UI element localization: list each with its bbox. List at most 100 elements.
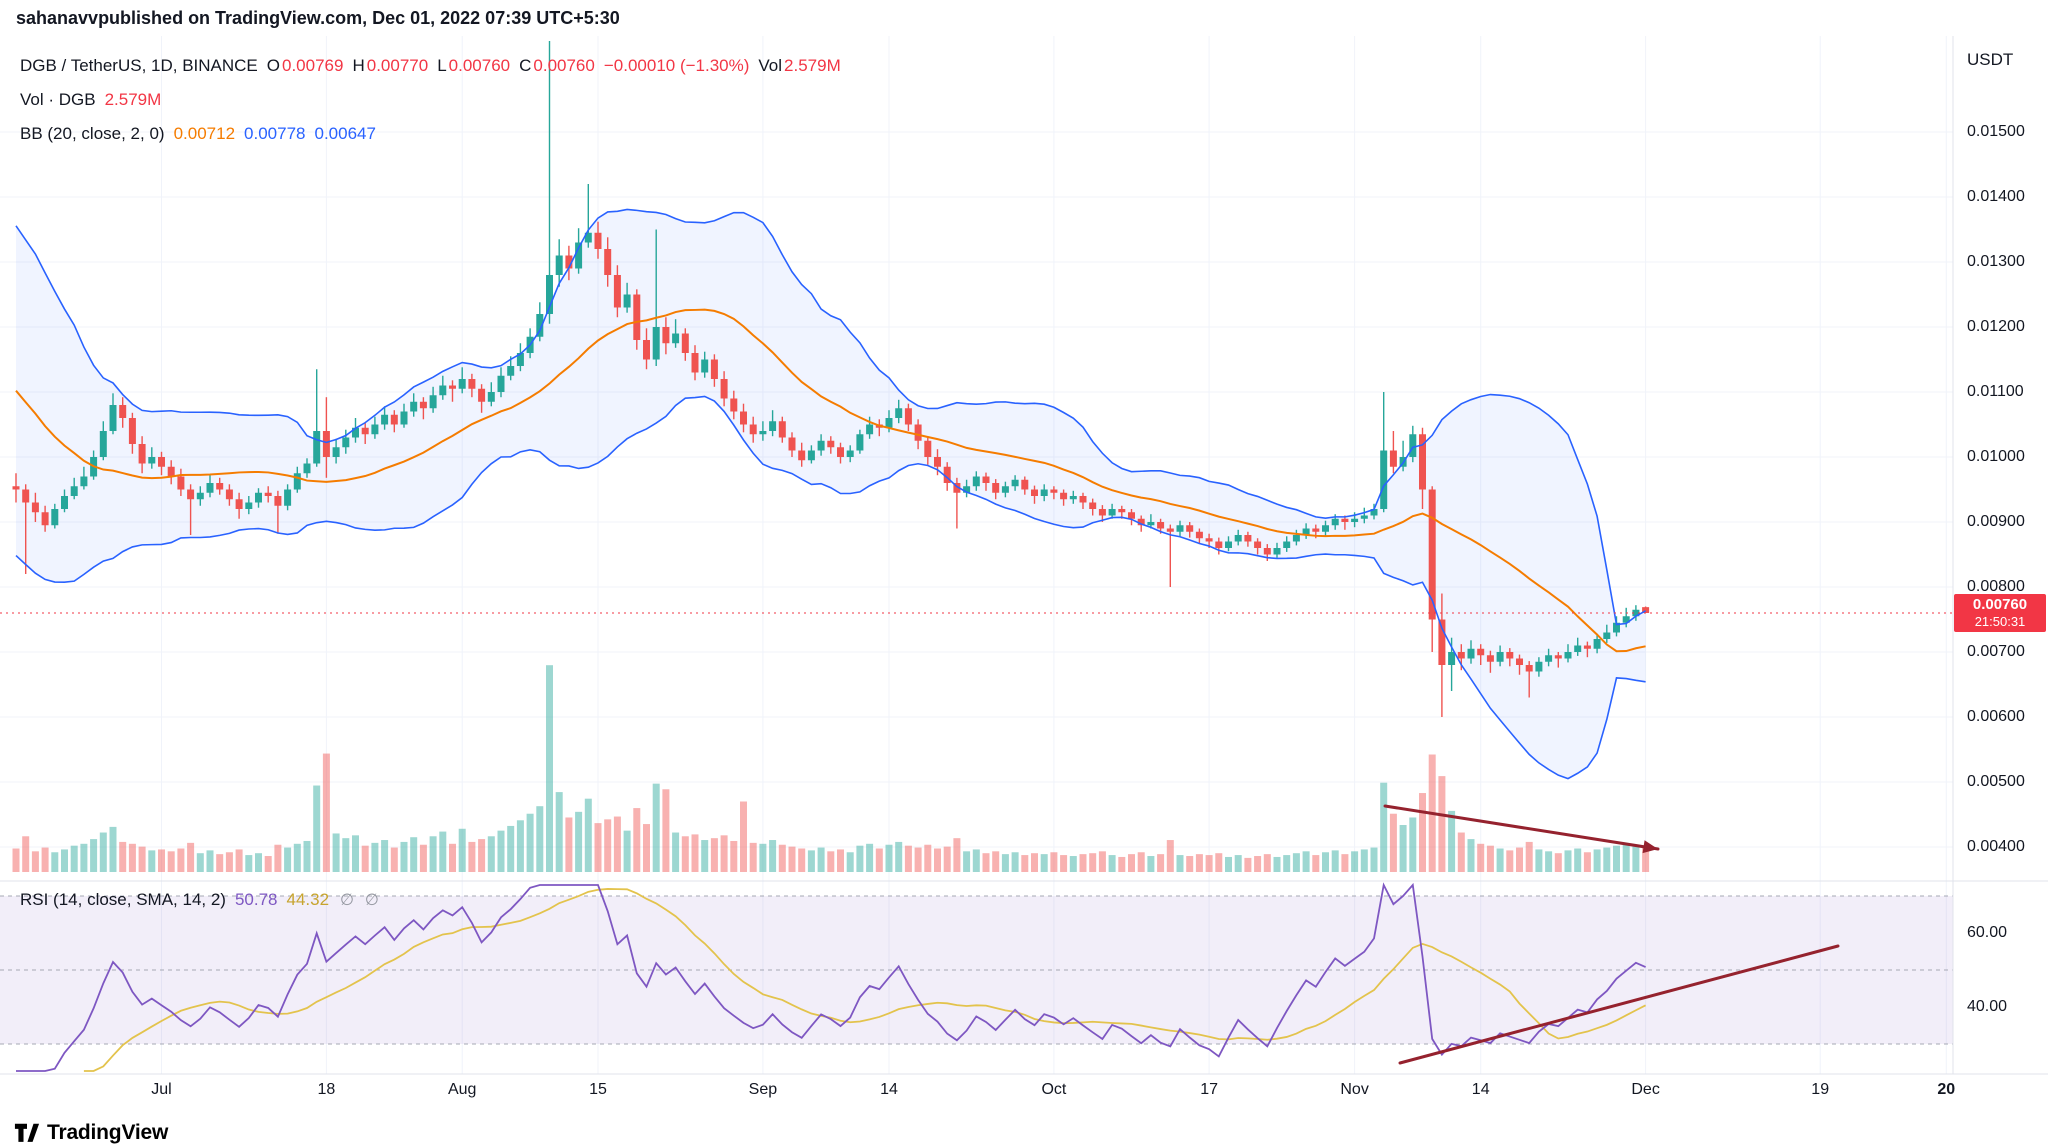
candle-body xyxy=(1409,434,1417,457)
volume-bar xyxy=(1438,776,1446,872)
candle-body xyxy=(361,427,369,435)
volume-bar xyxy=(1632,846,1640,872)
candle-body xyxy=(284,489,292,506)
volume-bar xyxy=(710,838,718,872)
volume-bar xyxy=(41,847,49,872)
volume-bar xyxy=(429,836,437,872)
candle-body xyxy=(1419,434,1426,490)
volume-bar xyxy=(1128,854,1135,872)
volume-bar xyxy=(1642,847,1650,872)
candle-body xyxy=(1632,609,1640,617)
volume-bar xyxy=(1263,854,1271,872)
tradingview-logo-icon xyxy=(14,1123,40,1142)
volume-bar xyxy=(177,848,185,872)
high-label: H xyxy=(352,56,365,75)
volume-bar xyxy=(788,846,796,872)
volume-bar xyxy=(322,753,330,872)
current-price-badge[interactable]: 0.00760 21:50:31 xyxy=(1954,594,2046,632)
hide-band-icon[interactable]: ∅ xyxy=(340,892,354,909)
volume-bar xyxy=(953,838,961,872)
volume-trend-arrow[interactable] xyxy=(1383,804,1660,851)
volume-bar xyxy=(934,848,941,872)
candle-body xyxy=(633,294,641,340)
candle-body xyxy=(177,476,185,490)
time-axis[interactable]: Jul 18 Aug 15 Sep 14 Oct 17 Nov 14 Dec 19 20 xyxy=(0,1074,1955,1112)
volume-legend-row[interactable]: Vol · DGB 2.579M xyxy=(20,90,161,110)
volume-bar xyxy=(1176,855,1184,872)
candle-body xyxy=(885,418,893,428)
rsi-line xyxy=(16,882,1646,1072)
candle-body xyxy=(1205,538,1213,542)
volume-bar xyxy=(1137,852,1145,872)
price-axis[interactable]: USDT 0.00760 21:50:31 0.01500 0.01400 0.01… xyxy=(1954,36,2048,1112)
candle-body xyxy=(1535,661,1543,672)
candle-body xyxy=(449,385,456,389)
candle-body xyxy=(1448,652,1456,665)
candle-body xyxy=(778,421,786,438)
candle-body xyxy=(546,275,553,314)
volume-bar xyxy=(1040,854,1048,872)
volume-bar xyxy=(1545,851,1553,872)
volume-bar xyxy=(1292,853,1300,872)
candle-body xyxy=(1351,518,1359,522)
rsi-sma-value: 44.32 xyxy=(286,890,330,909)
candle-body xyxy=(119,405,127,418)
ohlc-high: H 0.00770 xyxy=(352,56,428,76)
rsi-value: 50.78 xyxy=(234,890,278,909)
rsi-trendline[interactable] xyxy=(1398,944,1840,1065)
hide-band-icon[interactable]: ∅ xyxy=(365,892,379,909)
volume-bar xyxy=(1419,793,1426,872)
tradingview-footer-link[interactable]: TradingView xyxy=(14,1118,168,1148)
price-axis-label: 0.01300 xyxy=(1967,253,2025,270)
volume-bar xyxy=(1389,813,1397,872)
time-axis-label: 14 xyxy=(1471,1081,1490,1098)
candle-body xyxy=(245,502,253,509)
rsi-legend-row[interactable]: RSI (14, close, SMA, 14, 2) 50.78 44.32 … xyxy=(20,890,379,910)
volume-bar xyxy=(1477,843,1485,872)
volume-bar xyxy=(293,843,301,872)
candle-body xyxy=(1089,502,1097,509)
candle-body xyxy=(827,440,835,448)
volume-bar xyxy=(1147,856,1155,872)
candle-body xyxy=(1642,607,1650,613)
volume-bar xyxy=(982,853,990,872)
candle-body xyxy=(1011,479,1019,487)
candle-body xyxy=(1389,450,1397,467)
candle-body xyxy=(565,255,573,269)
price-axis-label: 0.01500 xyxy=(1967,123,2025,140)
bb-legend-row[interactable]: BB (20, close, 2, 0) 0.00712 0.00778 0.0… xyxy=(20,124,376,144)
volume-bar xyxy=(138,846,146,872)
volume-bar xyxy=(759,843,767,872)
volume-bar xyxy=(1060,855,1068,872)
candle-body xyxy=(643,340,650,360)
candle-body xyxy=(536,314,544,337)
volume-bar xyxy=(1118,856,1126,872)
candle-body xyxy=(1128,512,1135,519)
candle-body xyxy=(31,502,39,513)
symbol-legend-row[interactable]: DGB / TetherUS, 1D, BINANCE O 0.00769 H 0.… xyxy=(20,56,841,76)
candle-body xyxy=(837,447,844,457)
volume-bar xyxy=(749,842,757,872)
candle-body xyxy=(80,476,88,487)
volume-bar xyxy=(390,847,398,872)
volume-bar xyxy=(313,785,321,872)
candle-body xyxy=(1001,486,1009,493)
volume-indicator-value: 2.579M xyxy=(104,90,162,109)
volume-bar xyxy=(1409,817,1417,872)
candle-body xyxy=(788,437,796,451)
candle-body xyxy=(1613,622,1620,633)
volume-bar xyxy=(1011,852,1019,872)
price-axis-label: 0.01100 xyxy=(1967,383,2024,400)
volume-bar xyxy=(264,856,272,872)
candle-body xyxy=(458,379,466,389)
volume-bar xyxy=(1157,854,1165,872)
price-axis-label: 0.00800 xyxy=(1967,578,2025,595)
candle-body xyxy=(613,275,621,308)
volume-bar xyxy=(497,830,505,872)
candle-body xyxy=(1098,509,1106,516)
candle-body xyxy=(128,418,136,444)
candle-body xyxy=(1031,489,1038,496)
volume-bar xyxy=(196,853,204,872)
volume-bar xyxy=(419,844,427,872)
